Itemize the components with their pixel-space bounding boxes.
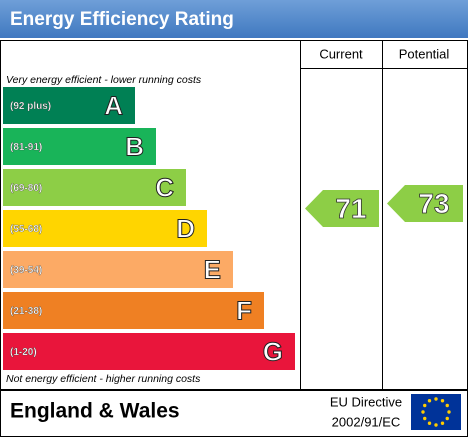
band-bar [3,251,233,288]
band-bar [3,169,186,206]
band-letter: A [104,90,123,120]
region: England & Wales [10,400,180,423]
title-bar [0,0,468,38]
rating-arrow [387,185,463,222]
band-range: (81-91) [10,142,42,153]
band-range: (55-68) [10,224,42,235]
band-letter: F [236,295,252,325]
band-range: (1-20) [10,347,37,358]
band-letter: G [263,336,283,366]
eu-flag [411,394,461,430]
band-bar [3,128,156,165]
band-range: (39-54) [10,265,42,276]
star [445,416,449,421]
band-bar [3,333,295,370]
band-letter: E [204,254,221,284]
band-letter: D [176,213,195,243]
directive: 2002/91/EC [332,414,401,429]
star [440,399,445,403]
star [427,399,432,403]
rating-arrow [305,190,379,227]
directive: EU Directive [330,394,402,409]
band-range: (92 plus) [10,101,51,112]
band-bar [3,292,264,329]
star [427,421,432,425]
star [423,403,427,408]
column-header: Current [319,46,363,61]
column-header: Potential [399,46,450,61]
band-letter: C [155,172,174,202]
star [434,397,438,401]
rating-value: 71 [335,193,366,224]
rating-value: 73 [418,188,449,219]
band-letter: B [125,131,144,161]
band-range: (69-80) [10,183,42,194]
star [447,410,451,414]
star [421,410,425,414]
bottom-note: Not energy efficient - higher running co… [6,373,201,385]
star [440,421,445,425]
star [445,403,449,408]
star [434,423,438,427]
band-bar [3,210,207,247]
band-range: (21-38) [10,306,42,317]
star [423,416,427,421]
top-note: Very energy efficient - lower running co… [6,74,202,86]
band-bar [3,87,135,124]
title: Energy Efficiency Rating [10,9,234,30]
